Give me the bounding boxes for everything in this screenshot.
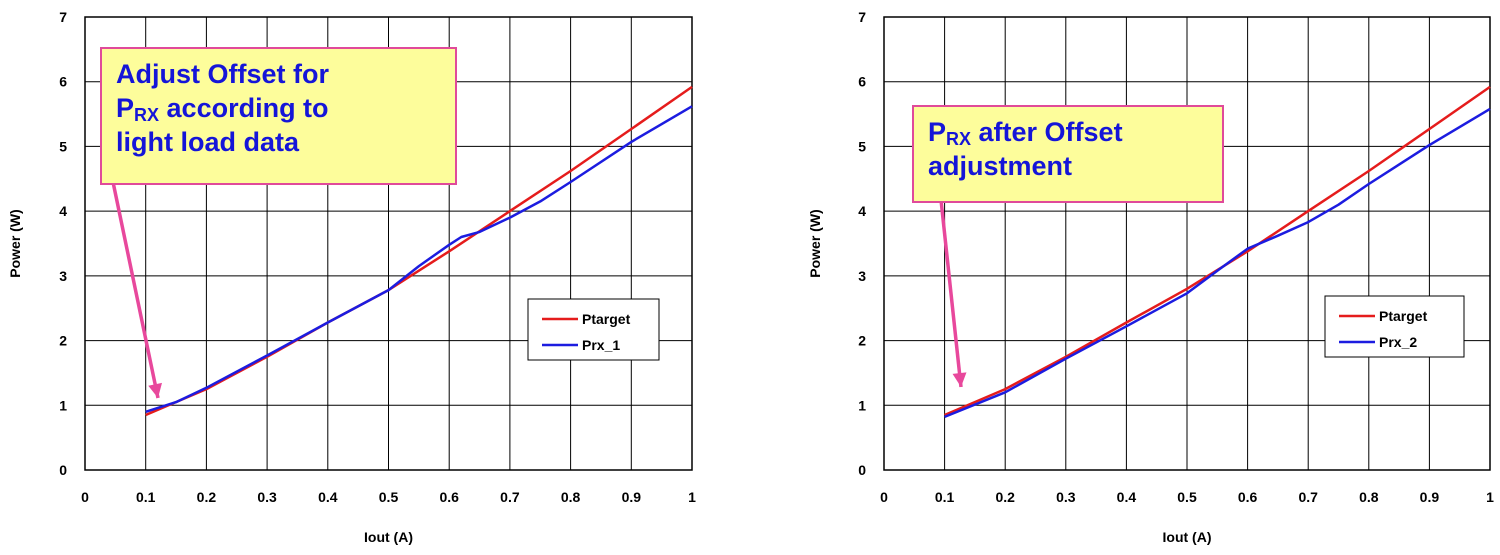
- x-tick-label: 0.2: [197, 489, 217, 505]
- y-tick-label: 5: [858, 138, 866, 154]
- x-tick-label: 0.5: [1177, 489, 1197, 505]
- x-tick-label: 0.4: [1117, 489, 1137, 505]
- legend-box: [527, 298, 660, 361]
- y-tick-label: 5: [59, 138, 67, 154]
- x-tick-label: 0.5: [379, 489, 399, 505]
- x-tick-label: 0.6: [439, 489, 459, 505]
- callout-line-3: light load data: [116, 127, 300, 157]
- y-axis-label: Power (W): [7, 209, 23, 277]
- legend-label: Prx_2: [1379, 334, 1417, 350]
- x-tick-label: 0.3: [257, 489, 277, 505]
- legend-label: Ptarget: [582, 311, 631, 327]
- y-tick-label: 0: [59, 462, 67, 478]
- plot-frame: [84, 16, 693, 471]
- callout-line-1: PRX after Offset: [928, 117, 1123, 149]
- x-tick-label: 0.7: [500, 489, 520, 505]
- y-tick-label: 7: [858, 9, 866, 25]
- legend-box: [1324, 295, 1465, 358]
- callout-line-2: PRX according to: [116, 93, 329, 125]
- y-tick-label: 2: [59, 333, 67, 349]
- x-axis-label: Iout (A): [364, 529, 413, 545]
- callout-line-1: Adjust Offset for: [116, 59, 329, 89]
- y-tick-label: 1: [858, 397, 866, 413]
- x-tick-label: 0.4: [318, 489, 338, 505]
- y-tick-label: 3: [858, 268, 866, 284]
- x-tick-label: 0.3: [1056, 489, 1076, 505]
- y-tick-label: 3: [59, 268, 67, 284]
- x-tick-label: 0.6: [1238, 489, 1258, 505]
- y-tick-label: 2: [858, 333, 866, 349]
- line-chart-right: 0 1 2 3 4 5 6 7 0 0.1 0.2 0.3 0.4 0.5 0.6 0.7 0.8 0.9 1 Iou…: [807, 9, 1494, 545]
- x-tick-label: 0.8: [561, 489, 581, 505]
- annotation-arrow-shaft: [939, 199, 963, 388]
- x-tick-label: 1: [688, 489, 696, 505]
- legend-label: Prx_1: [582, 337, 620, 353]
- x-tick-label: 0.1: [935, 489, 955, 505]
- x-tick-label: 0: [81, 489, 89, 505]
- legend-label: Ptarget: [1379, 308, 1428, 324]
- annotation-arrow-head: [952, 372, 967, 387]
- y-axis-label: Power (W): [807, 209, 823, 277]
- y-tick-label: 6: [59, 74, 67, 90]
- series-line-prx-2: [944, 107, 1491, 419]
- y-tick-label: 4: [59, 203, 67, 219]
- series-line-prx-1: [145, 105, 693, 413]
- x-tick-label: 0.9: [622, 489, 642, 505]
- x-axis-label: Iout (A): [1163, 529, 1212, 545]
- plot-frame: [883, 16, 1491, 471]
- chart-panel-right: 0 1 2 3 4 5 6 7 0 0.1 0.2 0.3 0.4 0.5 0.6 0.7 0.8 0.9 1 Iou…: [750, 0, 1500, 555]
- x-tick-label: 0.2: [995, 489, 1015, 505]
- y-tick-label: 4: [858, 203, 866, 219]
- x-tick-label: 0.7: [1298, 489, 1318, 505]
- x-tick-label: 0.9: [1420, 489, 1440, 505]
- y-tick-label: 6: [858, 74, 866, 90]
- annotation-arrow-shaft: [111, 181, 160, 399]
- annotation-callout-right: PRX after Offset adjustment: [912, 105, 1224, 203]
- x-tick-label: 1: [1486, 489, 1494, 505]
- y-tick-label: 1: [59, 397, 67, 413]
- x-tick-label: 0: [880, 489, 888, 505]
- y-tick-label: 7: [59, 9, 67, 25]
- callout-line-2: adjustment: [928, 151, 1073, 181]
- annotation-callout-left: Adjust Offset for PRX according to light…: [100, 47, 457, 185]
- y-tick-label: 0: [858, 462, 866, 478]
- x-tick-label: 0.8: [1359, 489, 1379, 505]
- annotation-arrow-head: [148, 382, 162, 398]
- x-tick-label: 0.1: [136, 489, 156, 505]
